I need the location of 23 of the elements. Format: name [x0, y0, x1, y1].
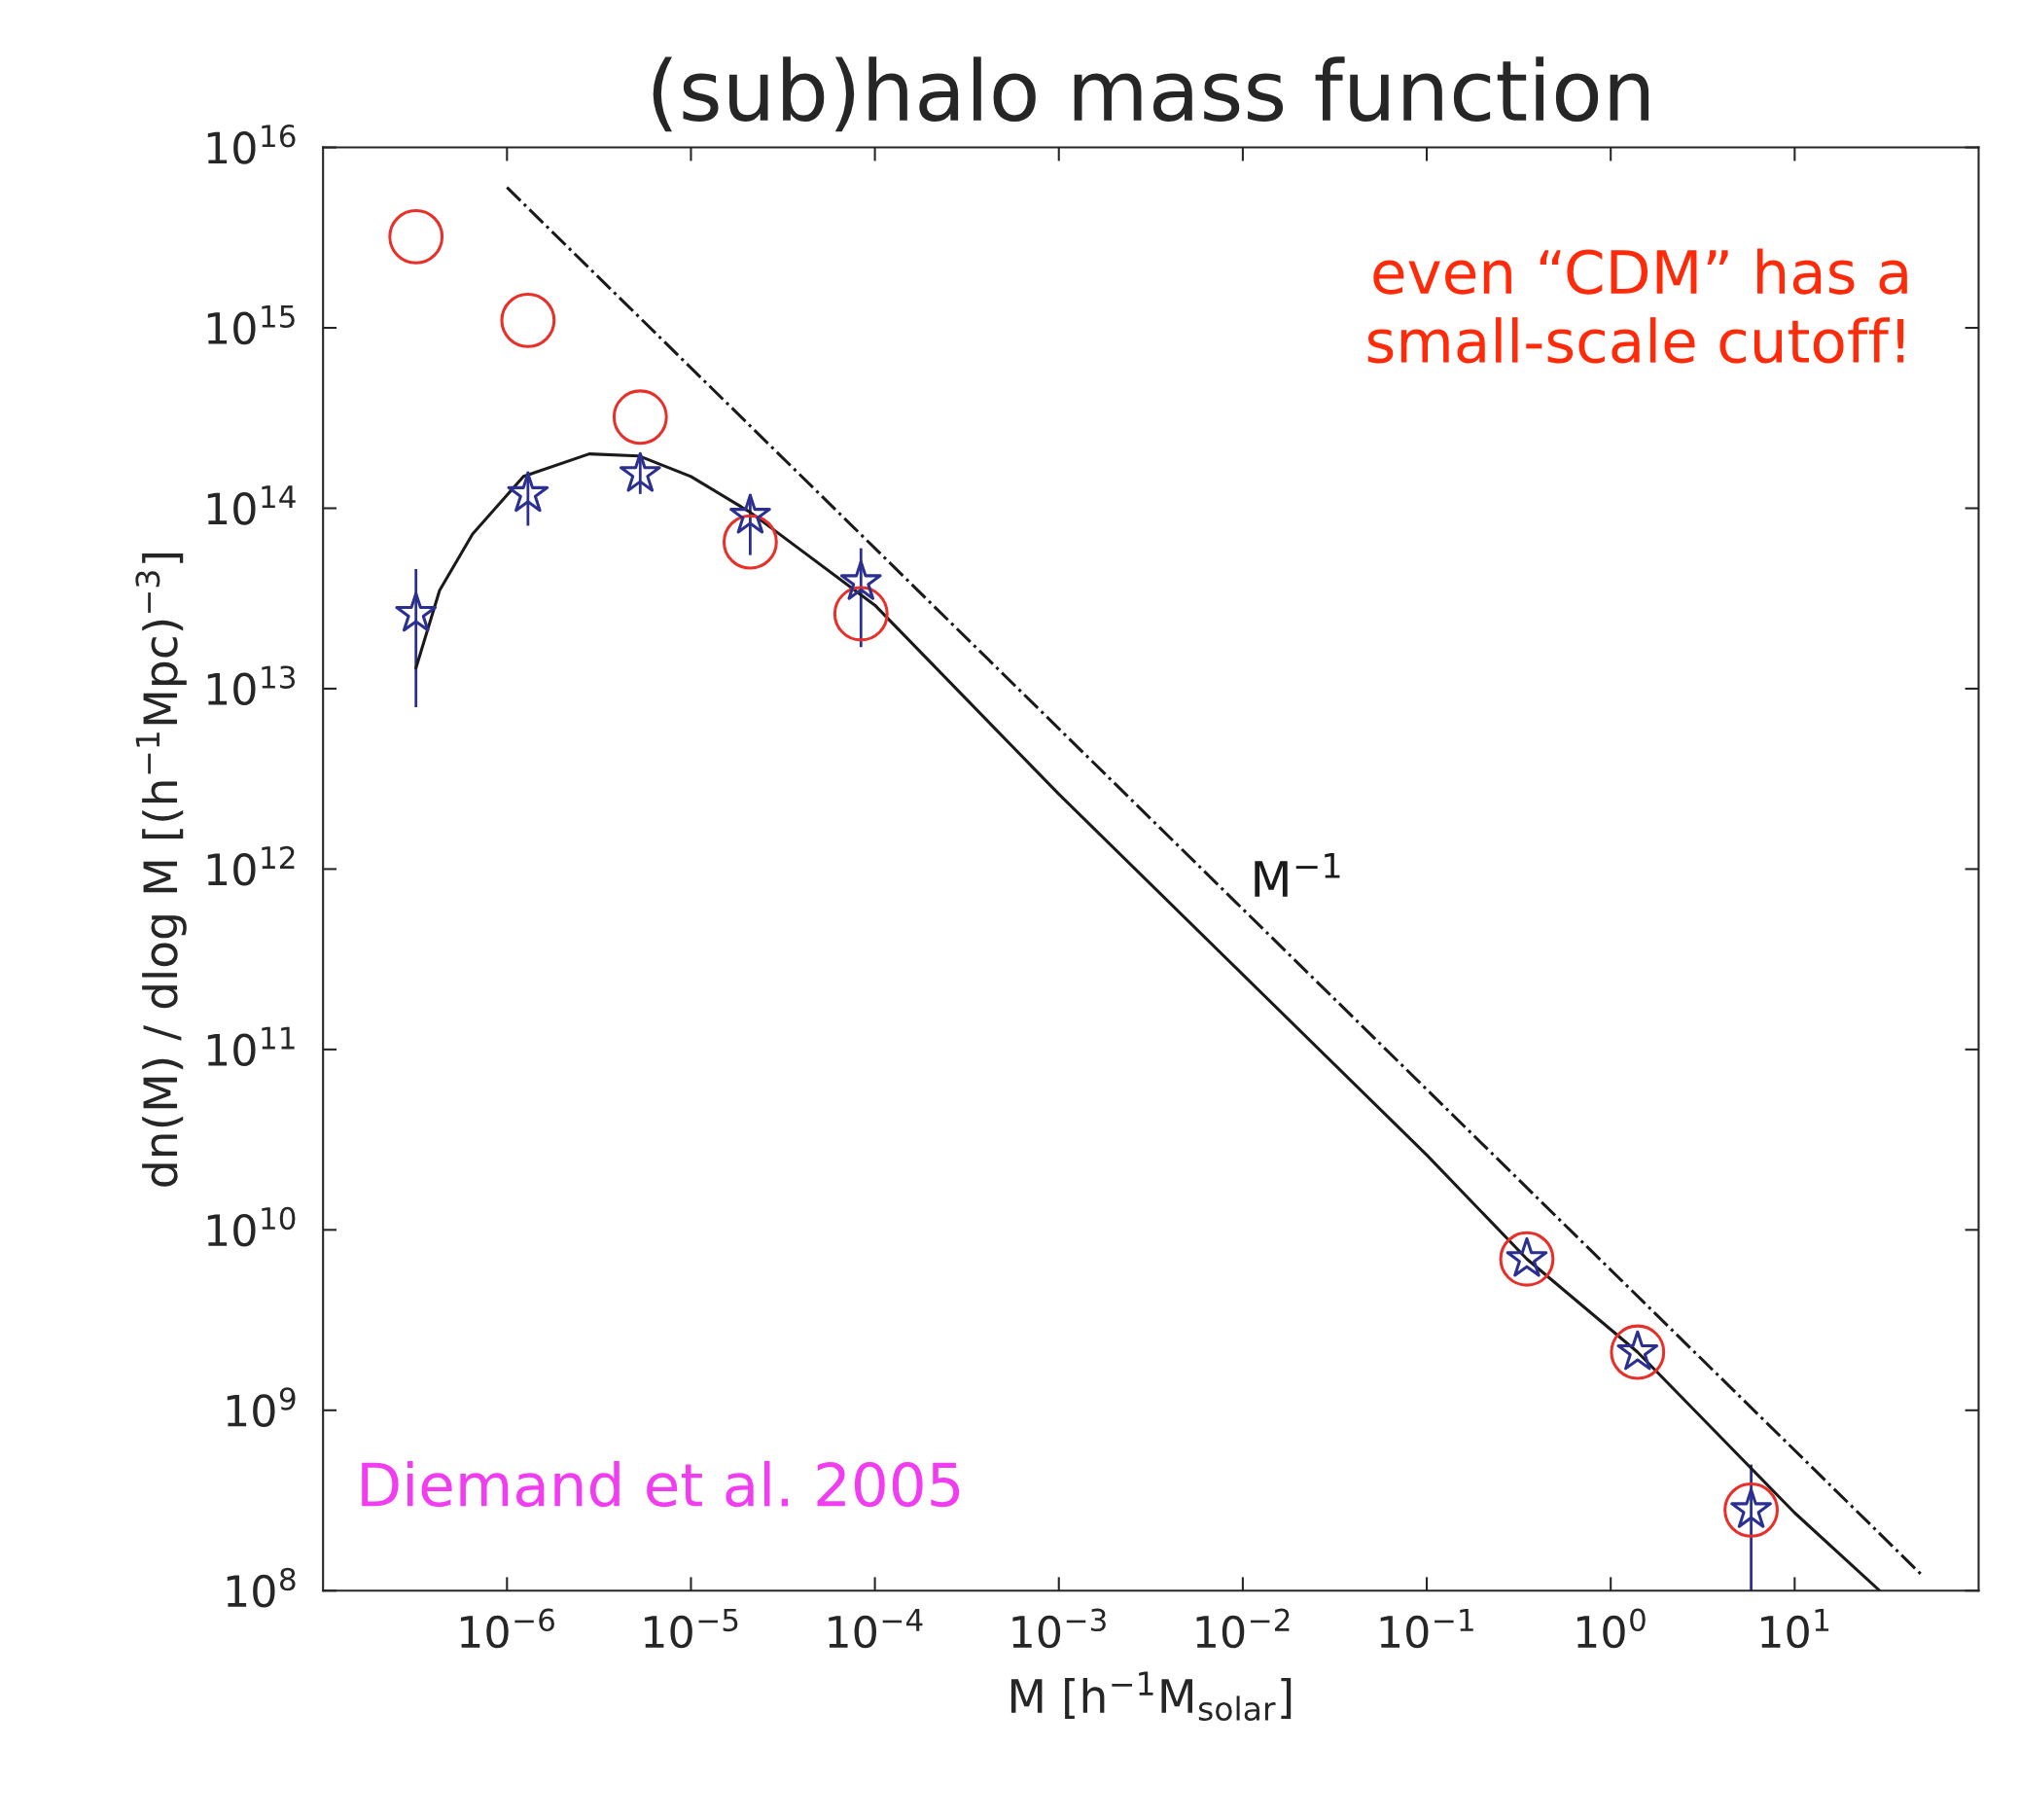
chart-title: (sub)halo mass function	[653, 56, 1649, 132]
y-tick-label: 10$^{11}$	[207, 1026, 295, 1067]
y-tick-label: 10$^{10}$	[207, 1206, 296, 1247]
y-tick-label: 10$^{12}$	[207, 845, 295, 886]
annotation: Diemand et al. 2005	[362, 1460, 960, 1508]
x-tick-label: 10$^{−4}$	[829, 1609, 923, 1649]
x-tick-label: 10$^{−1}$	[1380, 1609, 1473, 1649]
y-tick-label: 10$^{15}$	[207, 304, 295, 345]
y-tick-label: 10$^{14}$	[207, 485, 296, 525]
annotation: even “CDM” has a small-scale cutoff!	[1367, 248, 1907, 364]
y-axis-title: dn(M) / dlog M [(h$^{−1}$Mpc)$^{−3}$]	[135, 553, 187, 1187]
x-tick-label: 10$^{−5}$	[645, 1609, 738, 1649]
x-tick-label: 10$^{0}$	[1576, 1608, 1646, 1649]
x-tick-label: 10$^{−2}$	[1196, 1608, 1290, 1649]
x-tick-label: 10$^{1}$	[1761, 1609, 1829, 1649]
y-tick-label: 10$^{13}$	[207, 665, 296, 706]
annotation: M$^{−1}$	[1255, 853, 1340, 897]
x-axis-title: M [h$^{−1}$M$_{solar}$]	[1010, 1671, 1292, 1722]
x-tick-label: 10$^{−6}$	[460, 1608, 554, 1649]
y-tick-label: 10$^{9}$	[227, 1387, 296, 1427]
y-tick-label: 10$^{8}$	[227, 1567, 296, 1608]
x-tick-label: 10$^{−3}$	[1012, 1608, 1106, 1649]
y-tick-label: 10$^{16}$	[207, 124, 296, 164]
